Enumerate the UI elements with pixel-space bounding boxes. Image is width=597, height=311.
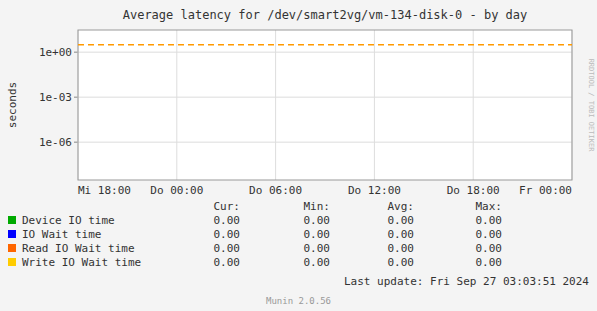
- chart: Average latency for /dev/smart2vg/vm-134…: [0, 0, 597, 311]
- table-header: Cur:: [214, 200, 241, 213]
- table-cell: 0.00: [388, 228, 415, 241]
- table-cell: 0.00: [214, 242, 241, 255]
- axis-label: seconds: [6, 82, 19, 128]
- table-cell: 0.00: [304, 214, 331, 227]
- table-header: Min:: [304, 200, 331, 213]
- table-cell: 0.00: [476, 256, 503, 269]
- tick-mark: [74, 97, 78, 98]
- tick-mark: [74, 142, 78, 143]
- table-header: Avg:: [388, 200, 415, 213]
- grid-line: [275, 30, 276, 180]
- annotation: Munin 2.0.56: [266, 296, 331, 306]
- watermark: RRDTOOL / TOBI OETIKER: [587, 59, 595, 153]
- legend-label: Read IO Wait time: [22, 242, 135, 255]
- legend-label: Write IO Wait time: [22, 256, 141, 269]
- grid-line: [473, 30, 474, 180]
- tick-label: 1e+00: [39, 46, 72, 59]
- table-cell: 0.00: [304, 256, 331, 269]
- table-cell: 0.00: [476, 214, 503, 227]
- table-cell: 0.00: [476, 228, 503, 241]
- tick-label: Do 06:00: [249, 184, 302, 197]
- tick-label: 1e-03: [39, 91, 72, 104]
- grid-line: [374, 30, 375, 180]
- legend-swatch: [8, 244, 16, 252]
- legend-swatch: [8, 230, 16, 238]
- table-cell: 0.00: [214, 214, 241, 227]
- grid-line: [176, 30, 177, 180]
- table-cell: 0.00: [214, 256, 241, 269]
- table-cell: 0.00: [214, 228, 241, 241]
- grid-line: [78, 52, 572, 53]
- table-cell: 0.00: [388, 256, 415, 269]
- table-cell: 0.00: [476, 242, 503, 255]
- tick-mark: [74, 52, 78, 53]
- legend-label: Device IO time: [22, 214, 115, 227]
- legend-swatch: [8, 258, 16, 266]
- table-cell: 0.00: [304, 242, 331, 255]
- table-cell: 0.00: [388, 242, 415, 255]
- table-cell: 0.00: [304, 228, 331, 241]
- legend-label: IO Wait time: [22, 228, 101, 241]
- table-cell: 0.00: [388, 214, 415, 227]
- background: [0, 0, 597, 311]
- grid-line: [78, 142, 572, 143]
- tick-label: Fr 00:00: [519, 184, 572, 197]
- annotation: Last update: Fri Sep 27 03:03:51 2024: [344, 275, 589, 288]
- grid-line: [78, 97, 572, 98]
- tick-label: Do 00:00: [150, 184, 203, 197]
- title: Average latency for /dev/smart2vg/vm-134…: [123, 8, 528, 22]
- tick-label: 1e-06: [39, 136, 72, 149]
- reference-line: [78, 44, 572, 46]
- plot-area: [78, 30, 572, 180]
- table-header: Max:: [476, 200, 503, 213]
- plot-frame: [78, 30, 572, 180]
- tick-label: Do 12:00: [348, 184, 401, 197]
- marks: [78, 44, 572, 45]
- tick-label: Mi 18:00: [78, 184, 131, 197]
- tick-label: Do 18:00: [447, 184, 500, 197]
- legend-swatch: [8, 216, 16, 224]
